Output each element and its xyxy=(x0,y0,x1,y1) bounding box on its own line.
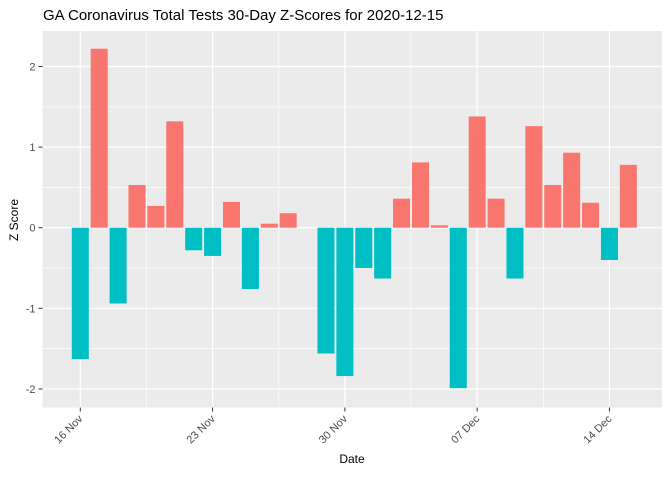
bar xyxy=(525,126,543,228)
bar xyxy=(355,227,373,269)
bar xyxy=(374,227,392,279)
bar xyxy=(71,227,89,360)
bar xyxy=(166,121,184,228)
y-tick-label: 0 xyxy=(29,223,35,235)
bar xyxy=(222,201,240,228)
bar xyxy=(185,227,203,251)
y-tick-label: 2 xyxy=(29,61,35,73)
bar xyxy=(449,227,467,389)
x-tick-label: 23 Nov xyxy=(185,413,218,446)
bar xyxy=(204,227,222,256)
bar xyxy=(544,184,562,228)
bar xyxy=(90,48,108,228)
bar xyxy=(563,152,581,228)
x-axis-title: Date xyxy=(339,452,365,466)
bar xyxy=(147,205,165,228)
bar xyxy=(600,227,618,260)
bar xyxy=(411,162,429,228)
y-tick-label: -1 xyxy=(26,303,36,315)
x-tick-label: 14 Dec xyxy=(581,413,614,446)
x-tick-label: 07 Dec xyxy=(449,413,482,446)
bar xyxy=(260,223,278,228)
bar xyxy=(393,198,411,228)
bar xyxy=(487,198,505,228)
bar xyxy=(619,164,637,228)
chart-title: GA Coronavirus Total Tests 30-Day Z-Scor… xyxy=(43,7,444,24)
x-tick-label: 30 Nov xyxy=(317,413,350,446)
bar xyxy=(506,227,524,279)
bar xyxy=(336,227,354,377)
y-tick-label: 1 xyxy=(29,142,35,154)
y-tick-label: -2 xyxy=(26,384,36,396)
y-axis-title: Z Score xyxy=(7,199,21,242)
bar xyxy=(582,202,600,228)
bar xyxy=(241,227,259,289)
bar xyxy=(279,213,297,228)
bar xyxy=(109,227,127,304)
bar xyxy=(468,116,486,228)
bar xyxy=(317,227,335,354)
x-tick-label: 16 Nov xyxy=(52,413,85,446)
bar xyxy=(128,184,146,228)
bar xyxy=(430,225,448,228)
